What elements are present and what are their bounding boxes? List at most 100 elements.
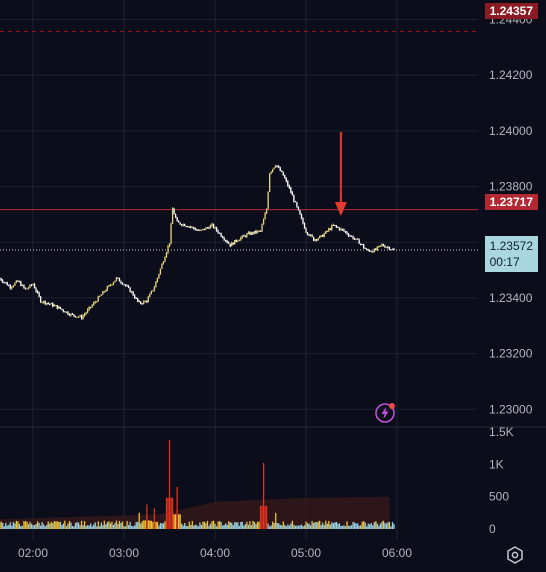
volume-bar xyxy=(293,524,295,529)
volume-bar xyxy=(265,505,268,529)
candle-body xyxy=(58,306,60,309)
candle-body xyxy=(99,295,101,297)
volume-bar xyxy=(305,521,307,529)
candle-body xyxy=(272,168,274,172)
volume-bar xyxy=(83,521,86,529)
volume-bar xyxy=(127,524,130,529)
candle-body xyxy=(135,297,137,299)
candle-body xyxy=(112,282,115,285)
volume-bar xyxy=(290,523,292,529)
volume-bar xyxy=(90,523,92,529)
volume-bar xyxy=(243,525,245,529)
candle-body xyxy=(234,240,236,245)
candle-body xyxy=(325,231,327,234)
volume-bar xyxy=(323,525,325,529)
volume-bar xyxy=(182,525,184,529)
volume-bar xyxy=(35,523,37,529)
volume-bar xyxy=(287,524,289,529)
volume-bar xyxy=(391,521,394,529)
candle-body xyxy=(168,243,171,247)
volume-bar xyxy=(149,520,151,529)
volume-bar xyxy=(235,522,237,529)
volume-bar xyxy=(250,525,253,529)
alert-bolt-icon[interactable] xyxy=(374,402,396,424)
volume-bar xyxy=(147,520,149,529)
candle-body xyxy=(0,278,2,281)
candle-body xyxy=(11,286,13,289)
volume-bar xyxy=(39,525,42,529)
candle-body xyxy=(199,230,201,232)
candle-body xyxy=(249,232,251,235)
candle-body xyxy=(311,234,313,237)
candle-body xyxy=(297,206,300,211)
volume-bar xyxy=(229,522,231,529)
volume-bar xyxy=(152,521,154,529)
candle-body xyxy=(64,311,66,313)
volume-bar xyxy=(29,521,31,529)
volume-bar xyxy=(123,526,125,529)
volume-bar xyxy=(360,525,362,529)
candle-body xyxy=(149,293,151,298)
volume-bar xyxy=(349,525,351,529)
candle-body xyxy=(71,313,74,315)
volume-bar xyxy=(18,523,21,529)
volume-bar xyxy=(108,521,110,529)
volume-bar xyxy=(118,520,121,529)
candle-body xyxy=(261,224,263,231)
volume-bar xyxy=(237,522,239,529)
volume-bar xyxy=(291,520,294,529)
candle-body xyxy=(367,249,369,251)
volume-bar xyxy=(26,521,28,529)
candle-body xyxy=(282,171,284,176)
volume-bar xyxy=(269,526,271,529)
candle-body xyxy=(275,165,277,168)
volume-bar xyxy=(12,522,14,529)
settings-gear-icon[interactable] xyxy=(506,546,524,564)
candle-body xyxy=(228,242,230,244)
candle-body xyxy=(46,303,48,305)
volume-bar xyxy=(124,526,127,529)
price-tick-label: 1.23200 xyxy=(489,347,533,361)
candle-body xyxy=(155,281,157,288)
candle-body xyxy=(388,247,391,250)
volume-bar xyxy=(279,524,281,529)
volume-bar xyxy=(353,522,356,529)
candle-body xyxy=(226,240,228,243)
candle-body xyxy=(77,316,80,318)
volume-bar xyxy=(190,524,192,529)
candle-body xyxy=(202,228,204,230)
candle-body xyxy=(111,284,113,286)
candle-body xyxy=(97,296,99,302)
candle-body xyxy=(83,314,86,316)
volume-bar xyxy=(249,521,251,529)
candle-body xyxy=(80,315,83,319)
volume-bar xyxy=(194,524,196,529)
candle-body xyxy=(178,221,180,223)
candle-body xyxy=(141,303,143,305)
candle-body xyxy=(231,242,233,247)
volume-bar xyxy=(106,522,109,529)
volume-bar xyxy=(67,523,69,529)
candle-body xyxy=(55,305,57,307)
candle-body xyxy=(150,291,152,294)
volume-bar xyxy=(256,521,259,529)
candle-body xyxy=(244,235,247,237)
volume-bar xyxy=(191,520,193,529)
volume-bar xyxy=(187,526,189,529)
candle-body xyxy=(140,301,142,304)
candle-body xyxy=(319,235,321,239)
volume-bar xyxy=(111,521,113,529)
candle-body xyxy=(67,311,69,315)
volume-bar xyxy=(5,522,7,529)
volume-bar xyxy=(317,521,319,529)
volume-bar xyxy=(173,514,175,529)
volume-bar xyxy=(382,520,385,529)
candle-body xyxy=(196,229,198,231)
volume-bar xyxy=(347,525,350,529)
volume-bar xyxy=(53,520,55,529)
price-tick-label: 1.24200 xyxy=(489,68,533,82)
candle-body xyxy=(209,225,212,229)
candle-body xyxy=(61,308,63,310)
candle-body xyxy=(94,301,96,303)
